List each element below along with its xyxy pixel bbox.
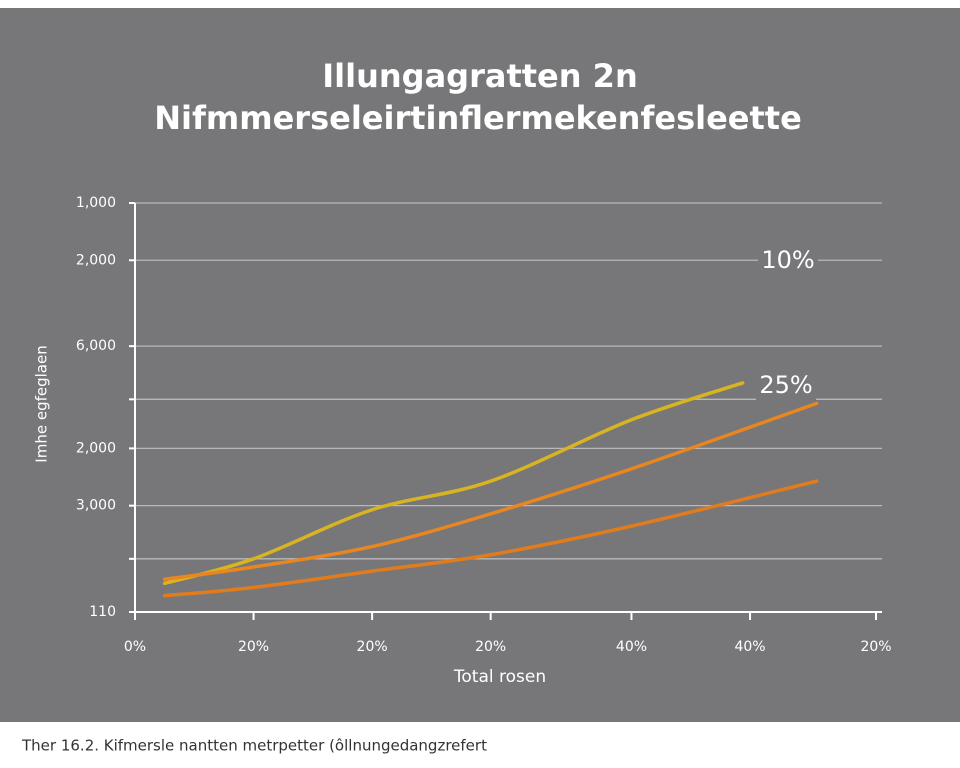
y-tick-label: 2,000 (76, 252, 116, 268)
annotation: 10% (761, 246, 814, 274)
x-tick-label: 0% (124, 639, 146, 655)
x-tick-label: 20% (238, 639, 269, 655)
chart-title: Nifmmerseleirtinflermekenfesleette (154, 99, 802, 137)
x-tick-label: 40% (734, 639, 765, 655)
x-axis-label: Total rosen (453, 667, 546, 687)
annotation-background (758, 247, 818, 275)
caption: Ther 16.2. Kifmersle nantten metrpetter … (21, 737, 487, 755)
y-tick-label: 110 (89, 604, 116, 620)
x-tick-label: 20% (357, 639, 388, 655)
x-tick-label: 40% (616, 639, 647, 655)
line-series (162, 401, 819, 582)
line-series (162, 479, 819, 598)
y-tick-label: 3,000 (76, 498, 116, 514)
annotation-background (756, 372, 816, 400)
x-tick-label: 20% (475, 639, 506, 655)
y-tick-label: 2,000 (76, 440, 116, 456)
annotation: 25% (759, 371, 812, 399)
chart-background (0, 8, 960, 722)
y-tick-label: 6,000 (76, 338, 116, 354)
y-axis-label: Imhe egfeglaen (33, 345, 51, 462)
x-tick-label: 20% (860, 639, 891, 655)
chart-title: Illungagratten 2n (322, 57, 637, 95)
line-series (162, 381, 745, 586)
y-tick-label: 1,000 (76, 195, 116, 211)
